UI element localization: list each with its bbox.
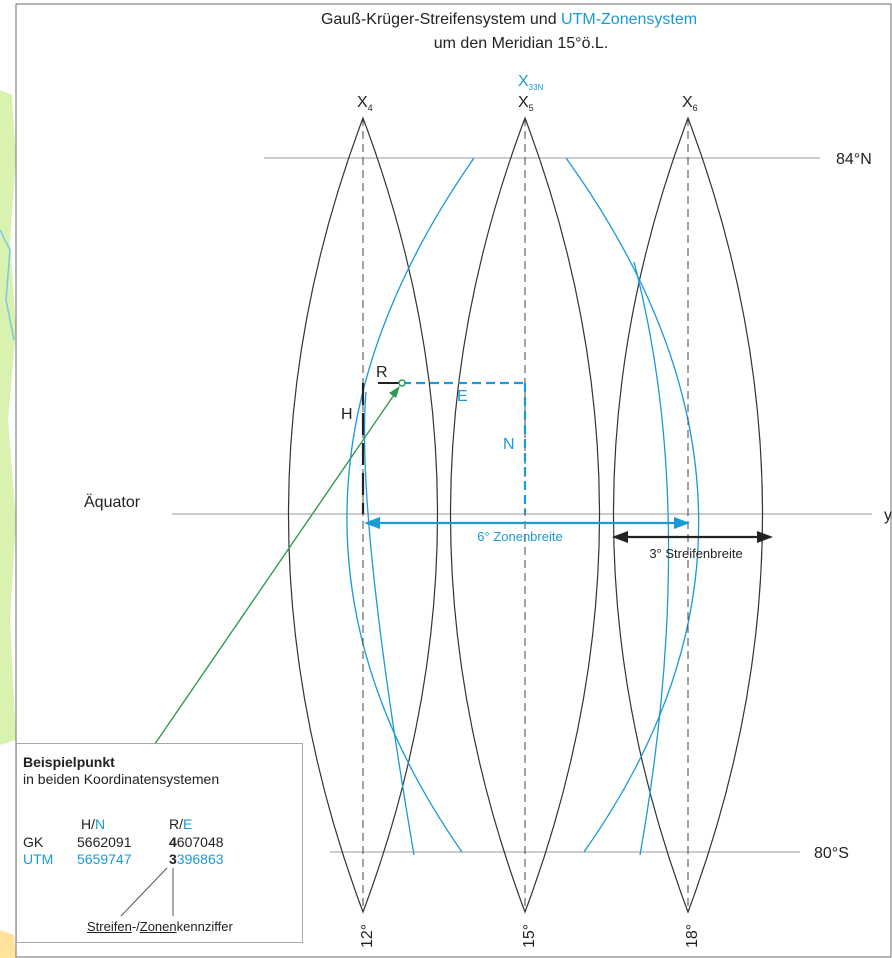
- example-point: [398, 379, 406, 387]
- strip-width-arrowhead-left: [612, 531, 628, 543]
- meridian-label-x5: X5: [518, 94, 534, 113]
- pointer-line: [145, 391, 397, 758]
- label-equator: Äquator: [84, 493, 141, 511]
- zone-width-label: 6° Zonenbreite: [477, 529, 562, 544]
- gk-strip-x4: [287, 116, 439, 914]
- pointer-arrowhead: [389, 386, 400, 398]
- degree-label-15: 15°: [521, 924, 538, 948]
- strip-width-label: 3° Streifenbreite: [649, 546, 742, 561]
- label-y-axis: y: [884, 507, 892, 524]
- map-fragment-bottom: [0, 930, 16, 958]
- legend-utm-n: 5659747: [77, 851, 132, 867]
- zone-width-arrowhead-right: [674, 517, 690, 529]
- legend-box: Beispielpunkt in beiden Koordinatensyste…: [16, 743, 303, 943]
- legend-subtitle: in beiden Koordinatensystemen: [23, 771, 220, 787]
- title-line2: um den Meridian 15°ö.L.: [434, 35, 609, 52]
- zone-width-arrowhead-left: [364, 517, 380, 529]
- legend-col-re-header: R/E: [169, 816, 193, 832]
- label-80s: 80°S: [814, 845, 849, 862]
- meridian-label-x4: X4: [357, 94, 373, 113]
- utm-meridian-label: X33N: [518, 73, 544, 92]
- map-fragment-green: [0, 90, 16, 745]
- title-line1: Gauß-Krüger-Streifensystem und UTM-Zonen…: [321, 11, 697, 28]
- label-84n: 84°N: [836, 151, 872, 168]
- strip-width-arrowhead-right: [757, 531, 773, 543]
- utm-zone-left-boundary: [346, 157, 475, 853]
- legend-col-hn-header: H/N: [81, 816, 106, 832]
- legend-footer: Streifen-/Zonenkennziffer: [87, 919, 233, 934]
- title-line1-part1: Gauß-Krüger-Streifensystem und: [321, 11, 561, 28]
- legend-utm-name: UTM: [23, 851, 54, 867]
- legend-gk-r: 4607048: [169, 834, 224, 850]
- title-line1-part2: UTM-Zonensystem: [561, 11, 697, 28]
- legend-gk-name: GK: [23, 834, 44, 850]
- gk-strip-x6: [612, 116, 764, 914]
- legend-gk-h: 5662091: [77, 834, 132, 850]
- label-h: H: [341, 406, 353, 423]
- frame-border: [15, 3, 892, 958]
- map-fragment-coast: [0, 229, 15, 341]
- utm-zone-right-boundary: [565, 157, 700, 853]
- utm-left-strip-inner: [363, 391, 415, 856]
- label-e: E: [457, 388, 468, 405]
- label-n: N: [503, 436, 515, 453]
- legend-utm-e: 3396863: [169, 851, 224, 867]
- legend-connector-lines: [120, 867, 174, 917]
- meridian-label-x6: X6: [682, 94, 698, 113]
- gk-strip-x5: [449, 116, 601, 914]
- label-r: R: [376, 364, 388, 381]
- degree-label-12: 12°: [359, 924, 376, 948]
- degree-label-18: 18°: [684, 924, 701, 948]
- legend-title: Beispielpunkt: [23, 754, 115, 770]
